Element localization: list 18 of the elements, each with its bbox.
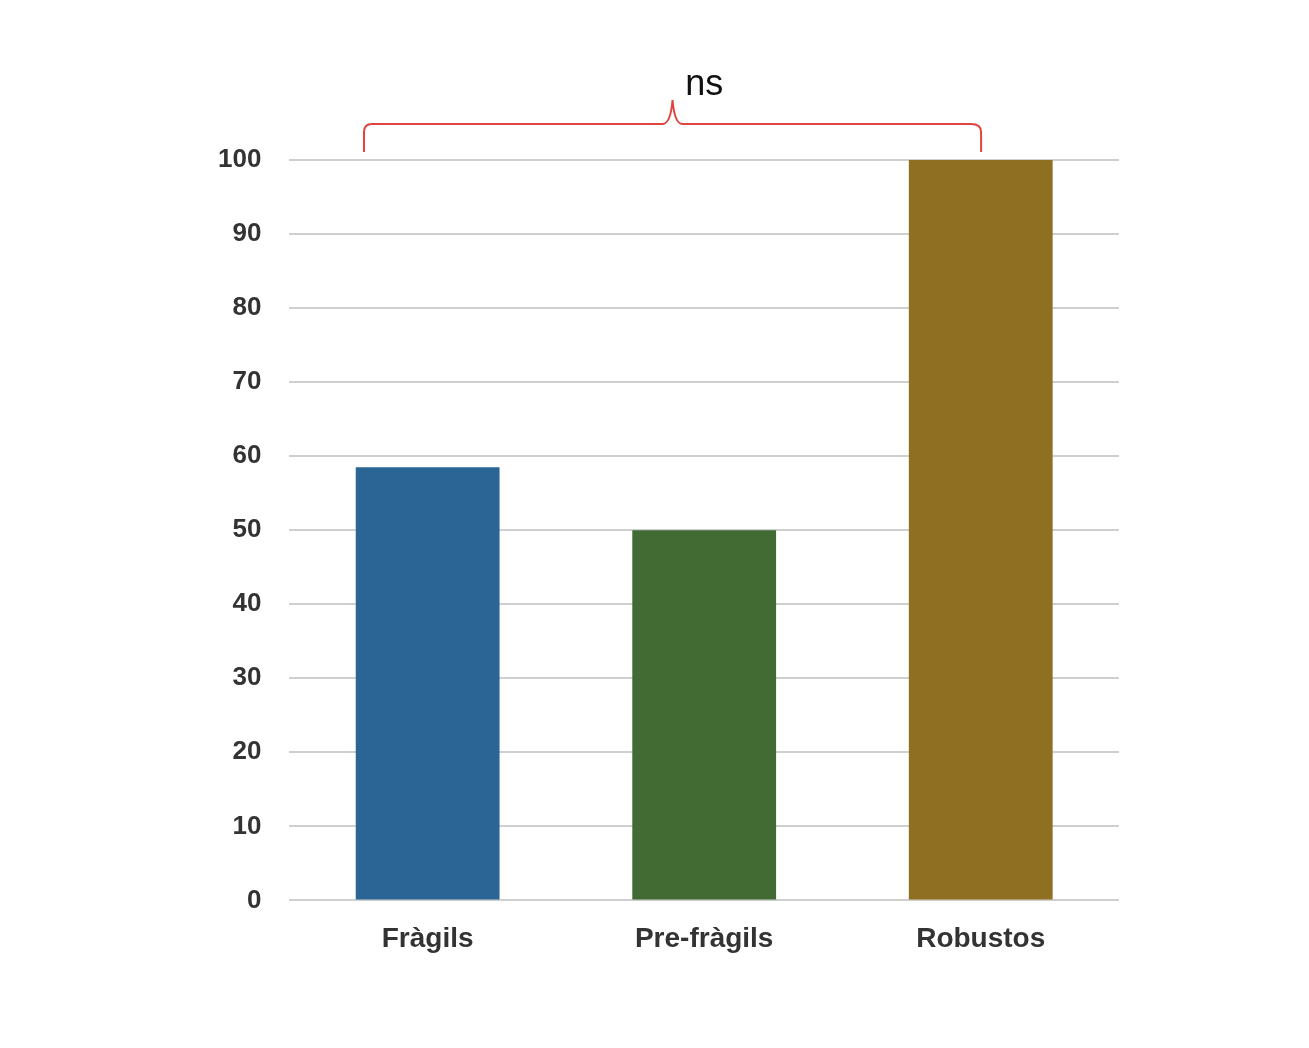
bar xyxy=(632,530,777,900)
bar xyxy=(355,467,500,900)
y-tick-label: 100 xyxy=(217,143,262,174)
y-tick-label: 10 xyxy=(232,809,262,840)
y-tick-label: 70 xyxy=(232,365,262,396)
y-tick-label: 80 xyxy=(232,291,262,322)
y-tick-label: 60 xyxy=(232,439,262,470)
x-tick-label: Fràgils xyxy=(381,921,474,953)
y-tick-label: 50 xyxy=(232,513,262,544)
y-tick-label: 90 xyxy=(232,217,262,248)
x-tick-label: Robustos xyxy=(916,921,1046,953)
y-tick-label: 20 xyxy=(232,735,262,766)
y-tick-label: 40 xyxy=(232,587,262,618)
y-tick-label: 30 xyxy=(232,661,262,692)
bar xyxy=(908,160,1053,900)
text: ns xyxy=(685,62,724,103)
x-tick-label: Pre-fràgils xyxy=(634,921,774,953)
y-tick-label: 0 xyxy=(246,883,262,914)
